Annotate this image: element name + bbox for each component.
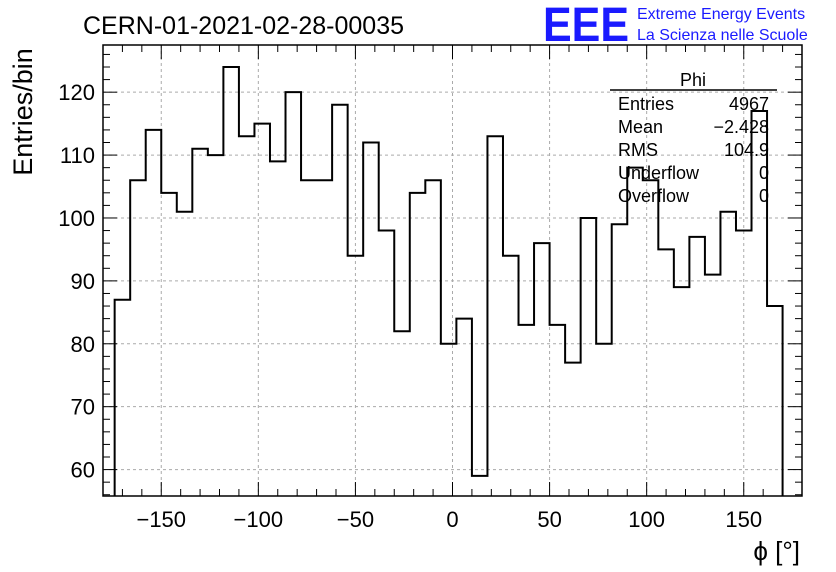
histogram-bin bbox=[239, 136, 255, 496]
histogram-bin bbox=[301, 180, 332, 496]
y-tick-label: 80 bbox=[71, 332, 95, 357]
stats-value: 0 bbox=[759, 163, 769, 183]
y-tick-label: 60 bbox=[71, 458, 95, 483]
stats-label: Overflow bbox=[618, 186, 690, 206]
histogram-bin bbox=[519, 325, 535, 496]
histogram-bin bbox=[643, 180, 659, 496]
histogram-bin bbox=[270, 161, 286, 496]
x-tick-label: 50 bbox=[537, 507, 561, 532]
histogram-bin bbox=[146, 130, 162, 496]
histogram-bin bbox=[596, 344, 612, 496]
histogram-bin bbox=[658, 249, 674, 496]
histogram-bin bbox=[581, 218, 597, 496]
histogram-bin bbox=[441, 344, 457, 496]
histogram-bin bbox=[223, 67, 239, 496]
stats-label: Entries bbox=[618, 94, 674, 114]
stats-value: 4967 bbox=[729, 94, 769, 114]
stats-title: Phi bbox=[680, 70, 706, 90]
histogram-bin bbox=[720, 212, 736, 496]
plot-frame bbox=[102, 44, 803, 497]
chart-title: CERN-01-2021-02-28-00035 bbox=[83, 12, 404, 40]
x-tick-label: −100 bbox=[234, 507, 284, 532]
brand-line2: La Scienza nelle Scuole bbox=[637, 27, 808, 44]
histogram-outline bbox=[113, 66, 784, 496]
y-tick-label: 110 bbox=[60, 143, 95, 168]
y-tick-label: 70 bbox=[71, 395, 95, 420]
stats-box: Phi Entries 4967 Mean −2.428 RMS 104.9 U… bbox=[610, 70, 777, 206]
histogram-bin bbox=[767, 306, 783, 496]
histogram-bin bbox=[674, 287, 690, 496]
y-tick-label: 90 bbox=[71, 269, 95, 294]
histogram-bin bbox=[565, 363, 581, 496]
histogram-bin bbox=[410, 193, 426, 496]
histogram-bin bbox=[705, 275, 721, 496]
histogram-bin bbox=[115, 300, 131, 496]
histogram-bin bbox=[192, 149, 208, 496]
stats-label: Mean bbox=[618, 117, 663, 137]
stats-label: Underflow bbox=[618, 163, 700, 183]
histogram-bin bbox=[379, 231, 395, 496]
x-tick-label: −150 bbox=[136, 507, 186, 532]
histogram-bin bbox=[612, 224, 628, 496]
axis-ticks bbox=[102, 45, 803, 496]
stats-label: RMS bbox=[618, 140, 658, 160]
histogram-bin bbox=[161, 193, 177, 496]
y-tick-label: 120 bbox=[58, 80, 95, 105]
y-axis-label: Entries/bin bbox=[8, 48, 38, 176]
x-axis-label: ϕ [°] bbox=[753, 536, 800, 566]
histogram-bin bbox=[394, 331, 410, 496]
stats-value: −2.428 bbox=[713, 117, 769, 137]
histogram-bin bbox=[689, 237, 705, 496]
histogram-bin bbox=[425, 180, 441, 496]
histogram-bin bbox=[254, 124, 270, 496]
histogram-bin bbox=[177, 212, 193, 496]
histogram-bin bbox=[332, 105, 348, 496]
histogram-series bbox=[113, 66, 784, 496]
histogram-bin bbox=[487, 136, 503, 496]
histogram-bin bbox=[550, 325, 566, 496]
x-tick-label: 100 bbox=[628, 507, 665, 532]
x-tick-label: 150 bbox=[725, 507, 762, 532]
y-tick-label: 100 bbox=[58, 206, 95, 231]
brand-line1: Extreme Energy Events bbox=[637, 6, 805, 23]
histogram-bin bbox=[208, 155, 224, 496]
x-tick-label: −50 bbox=[337, 507, 374, 532]
stats-value: 104.9 bbox=[724, 140, 769, 160]
grid-lines bbox=[103, 45, 802, 496]
histogram-bin bbox=[503, 256, 519, 496]
histogram-bin bbox=[472, 476, 488, 496]
eee-logo: EEE bbox=[543, 0, 629, 52]
stats-value: 0 bbox=[759, 186, 769, 206]
x-tick-label: 0 bbox=[446, 507, 458, 532]
histogram-bin bbox=[130, 180, 146, 496]
tick-labels: −150 −100 −50 0 50 100 150 60 70 80 90 100 110 120 bbox=[58, 80, 762, 532]
histogram-bin bbox=[363, 142, 379, 496]
histogram-bin bbox=[627, 168, 643, 496]
histogram-bin bbox=[286, 92, 302, 496]
